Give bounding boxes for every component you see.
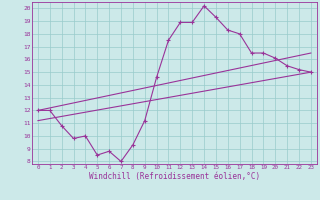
X-axis label: Windchill (Refroidissement éolien,°C): Windchill (Refroidissement éolien,°C) (89, 172, 260, 181)
